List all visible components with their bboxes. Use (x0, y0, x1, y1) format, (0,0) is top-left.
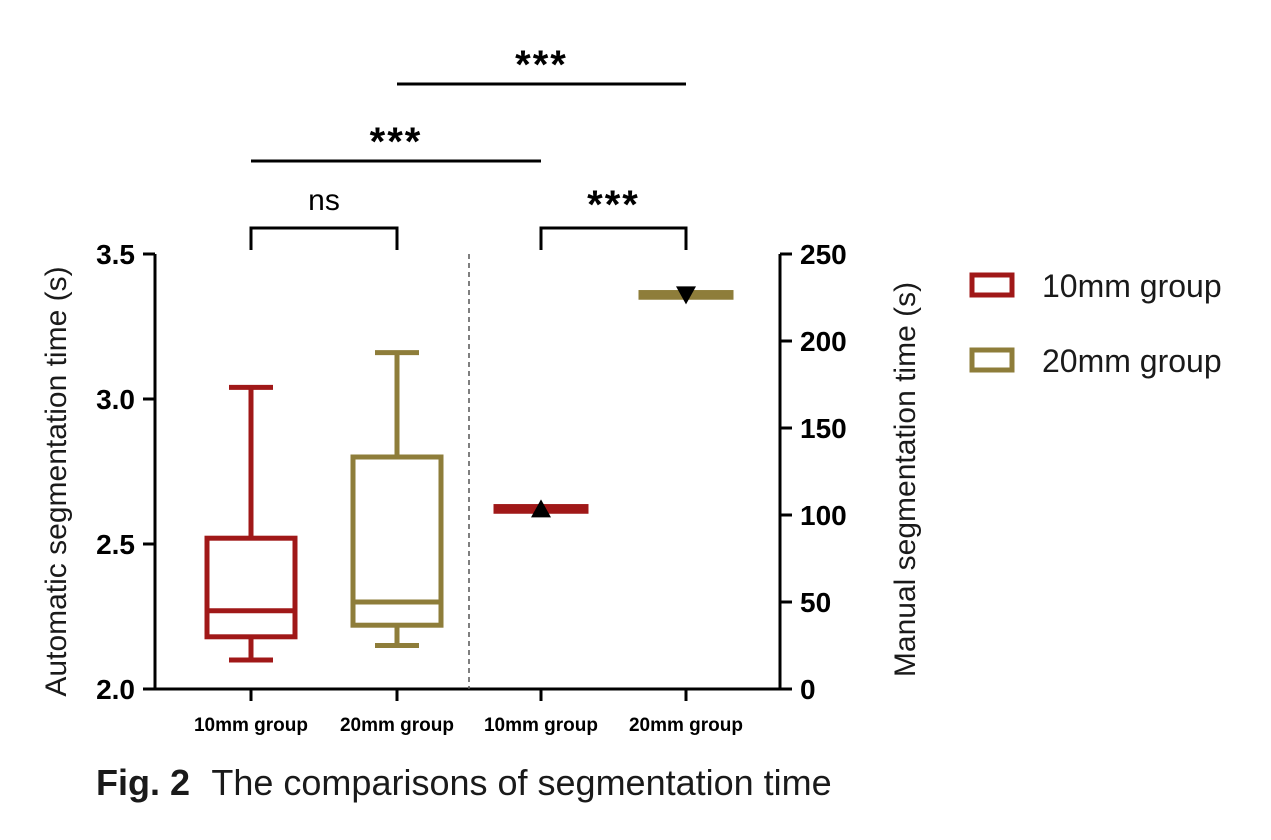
manual-median-marker (676, 286, 696, 305)
left-axis-tick-label: 2.0 (96, 674, 135, 705)
left-axis-tick-label: 2.5 (96, 529, 135, 560)
right-axis-tick-label: 100 (800, 500, 847, 531)
right-axis-title: Manual segmentation time (s) (889, 282, 922, 677)
manual-median-marker (531, 499, 551, 518)
figure-caption-label: Fig. 2 (96, 762, 191, 803)
figure-caption: Fig. 2 The comparisons of segmentation t… (96, 762, 832, 804)
x-axis-category-label: 10mm group (484, 715, 598, 736)
legend-label: 20mm group (1042, 343, 1222, 379)
left-axis-title: Automatic segmentation time (s) (40, 266, 73, 696)
significance-label: *** (515, 43, 568, 87)
significance-bracket (249, 226, 399, 250)
significance-label: ns (308, 184, 340, 217)
plot-area (204, 286, 734, 663)
right-axis-tick-label: 150 (800, 413, 847, 444)
axes: 2.0 2.5 3.0 3.5 0 50 100 150 200 250 10mm group 20m… (40, 239, 922, 736)
x-axis-category-label: 10mm group (194, 715, 308, 736)
right-axis-tick-label: 0 (800, 674, 816, 705)
legend-swatch (969, 272, 1015, 298)
significance-bracket (539, 226, 688, 250)
x-axis-category-label: 20mm group (340, 715, 454, 736)
box-iqr (204, 535, 298, 640)
figure-caption-text: The comparisons of segmentation time (211, 762, 832, 803)
significance-label: *** (587, 183, 640, 227)
left-axis-tick-label: 3.0 (96, 384, 135, 415)
legend-swatch (969, 347, 1015, 373)
significance-label: *** (370, 120, 423, 164)
right-axis-tick-label: 200 (800, 326, 847, 357)
right-axis-tick-label: 50 (800, 587, 831, 618)
left-axis-tick-label: 3.5 (96, 239, 135, 270)
right-axis-tick-label: 250 (800, 239, 847, 270)
significance-annotations: ns *** *** *** (249, 43, 688, 250)
x-axis-category-label: 20mm group (629, 715, 743, 736)
legend-label: 10mm group (1042, 268, 1222, 304)
box-iqr (350, 454, 444, 628)
legend: 10mm group 20mm group (969, 268, 1222, 379)
